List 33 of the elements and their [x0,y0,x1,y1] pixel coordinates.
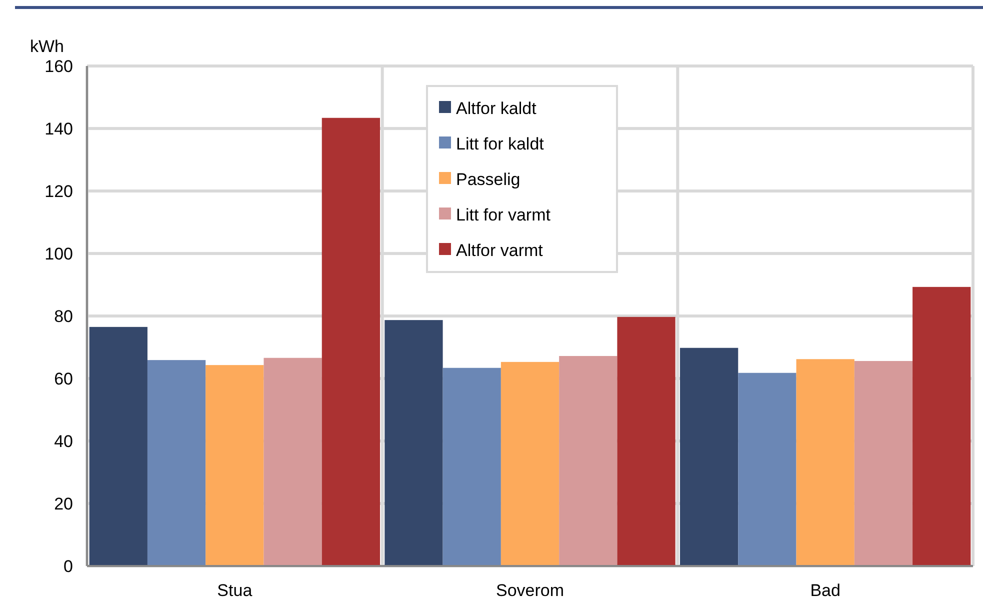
bar [206,365,264,566]
x-tick-label: Stua [217,581,253,600]
x-tick-label: Soverom [496,581,564,600]
legend-label: Litt for kaldt [456,134,544,154]
y-tick-label: 160 [44,56,73,76]
bar [680,348,738,566]
bar [89,326,148,566]
bar [442,368,501,566]
legend-label: Altfor varmt [456,240,544,260]
bar [912,286,971,566]
y-tick-label: 80 [54,306,73,326]
bar [147,360,206,566]
y-tick-label: 100 [44,244,73,264]
y-tick-label: 0 [64,556,73,576]
y-tick-label: 120 [44,182,73,201]
y-tick-label: 40 [54,432,73,451]
x-tick-label: Bad [810,581,840,600]
bar [796,359,854,566]
bar [322,118,380,566]
bar [854,361,913,566]
bar [738,372,796,566]
y-tick-label: 140 [44,119,73,138]
y-tick-label: 60 [54,369,73,388]
y-tick-label: 20 [54,494,73,514]
bar [500,362,560,566]
y-axis-title: kWh [30,37,64,56]
bar [384,320,443,566]
legend-label: Litt for varmt [456,205,551,224]
legend-label: Passelig [456,170,520,189]
bar [559,356,618,566]
legend-label: Altfor kaldt [456,98,537,118]
bar [617,316,676,566]
bar [264,358,322,566]
